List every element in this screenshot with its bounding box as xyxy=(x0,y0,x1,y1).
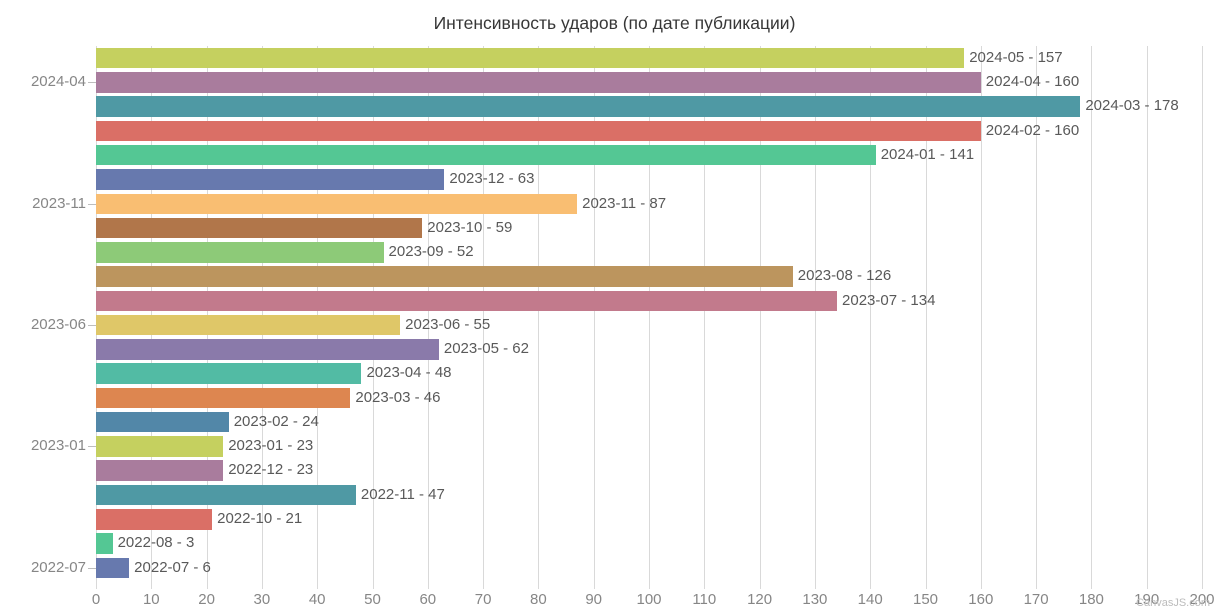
bar-2022-07[interactable] xyxy=(96,557,130,579)
y-axis-tick-label: 2022-07 xyxy=(30,558,86,576)
gridline-x-190 xyxy=(1146,46,1148,589)
bar-2023-03[interactable] xyxy=(96,387,351,409)
bar-value-label: 2022-10 - 21 xyxy=(217,510,303,527)
x-axis-tick-label: 60 xyxy=(419,591,437,608)
gridline-x-140 xyxy=(870,46,872,589)
bar-value-label: 2023-08 - 126 xyxy=(797,267,892,285)
y-axis-tick-mark xyxy=(88,82,96,84)
x-axis-tick-label: 40 xyxy=(308,591,326,608)
bar-value-label: 2023-07 - 134 xyxy=(842,291,936,309)
bar-value-label: 2023-09 - 52 xyxy=(388,243,474,261)
gridline-x-80 xyxy=(538,46,540,589)
x-axis-tick-label: 100 xyxy=(636,591,662,608)
x-axis-tick-label: 80 xyxy=(530,591,547,608)
bar-value-label: 2023-01 - 23 xyxy=(228,437,314,455)
gridline-x-60 xyxy=(427,46,429,589)
x-axis-tick-label: 50 xyxy=(364,591,381,608)
gridline-x-200 xyxy=(1202,46,1203,589)
bar-2024-04[interactable] xyxy=(96,72,981,93)
chart-title: Интенсивность ударов (по дате публикации… xyxy=(433,13,796,33)
bar-value-label: 2022-08 - 3 xyxy=(117,534,195,552)
x-axis-tick-label: 160 xyxy=(968,591,994,608)
bar-value-label: 2023-04 - 48 xyxy=(366,364,452,382)
y-axis-tick-mark xyxy=(88,567,96,569)
gridline-x-120 xyxy=(759,46,761,589)
x-axis-tick-label: 140 xyxy=(857,591,883,608)
bar-2022-12[interactable] xyxy=(96,460,224,481)
bar-value-label: 2023-06 - 55 xyxy=(405,315,491,333)
bar-value-label: 2023-12 - 63 xyxy=(449,170,535,188)
x-axis-tick-label: 170 xyxy=(1023,591,1049,608)
y-axis-tick-label: 2024-04 xyxy=(30,73,86,91)
bar-2023-06[interactable] xyxy=(96,314,401,336)
gridline-x-70 xyxy=(483,46,485,589)
gridline-x-130 xyxy=(814,46,816,589)
bar-2023-08[interactable] xyxy=(96,266,793,287)
bar-2023-07[interactable] xyxy=(96,290,838,312)
bar-2023-02[interactable] xyxy=(96,411,229,433)
y-axis-tick-label: 2023-11 xyxy=(32,194,86,212)
gridline-x-100 xyxy=(649,46,650,589)
bar-value-label: 2023-11 - 87 xyxy=(582,194,667,212)
x-axis-tick-label: 70 xyxy=(474,591,492,608)
bar-2024-01[interactable] xyxy=(96,144,876,166)
x-axis-tick-label: 190 xyxy=(1134,591,1160,608)
bar-2023-04[interactable] xyxy=(96,363,362,384)
bar-value-label: 2022-11 - 47 xyxy=(360,485,445,503)
bar-value-label: 2023-03 - 46 xyxy=(355,388,441,406)
y-axis-tick-mark xyxy=(88,203,96,205)
x-axis-tick-label: 130 xyxy=(802,591,828,608)
bar-value-label: 2023-05 - 62 xyxy=(443,340,529,358)
x-axis-tick-label: 200 xyxy=(1189,591,1215,608)
canvasjs-watermark[interactable]: CanvasJS.com xyxy=(1136,597,1210,609)
x-axis-tick-label: 20 xyxy=(198,591,215,608)
y-axis-tick-label: 2023-06 xyxy=(30,316,86,334)
x-axis-tick-label: 150 xyxy=(912,591,939,608)
x-axis-tick-label: 10 xyxy=(142,591,160,608)
bar-value-label: 2023-02 - 24 xyxy=(233,412,319,430)
bar-2024-05[interactable] xyxy=(96,47,965,69)
gridline-x-150 xyxy=(925,46,927,589)
x-axis-tick-label: 110 xyxy=(692,591,717,608)
x-axis-tick-label: 90 xyxy=(585,591,603,608)
bar-2023-09[interactable] xyxy=(96,242,384,263)
bar-value-label: 2024-01 - 141 xyxy=(880,145,975,163)
x-axis-tick-label: 30 xyxy=(253,591,271,608)
x-axis-tick-label: 0 xyxy=(91,591,101,608)
bar-value-label: 2023-10 - 59 xyxy=(427,218,513,236)
gridline-x-110 xyxy=(704,46,706,589)
bar-value-label: 2022-12 - 23 xyxy=(228,461,314,479)
x-axis-tick-label: 120 xyxy=(747,591,773,608)
gridline-x-170 xyxy=(1036,46,1038,589)
bar-2022-10[interactable] xyxy=(96,509,213,530)
bar-2023-10[interactable] xyxy=(96,217,423,239)
bar-2024-02[interactable] xyxy=(96,120,981,142)
bar-2024-03[interactable] xyxy=(96,96,1081,117)
bar-value-label: 2024-04 - 160 xyxy=(985,73,1080,91)
gridline-x-90 xyxy=(593,46,595,589)
gridline-x-180 xyxy=(1091,46,1093,589)
bar-value-label: 2024-05 - 157 xyxy=(969,48,1063,66)
bar-2023-11[interactable] xyxy=(96,193,578,214)
bar-2023-05[interactable] xyxy=(96,339,439,360)
bar-value-label: 2022-07 - 6 xyxy=(134,558,211,576)
bar-2023-01[interactable] xyxy=(96,436,224,457)
y-axis-tick-mark xyxy=(88,446,96,448)
gridline-x-160 xyxy=(980,46,982,589)
y-axis-tick-label: 2023-01 xyxy=(30,437,86,455)
bar-value-label: 2024-03 - 178 xyxy=(1085,97,1179,115)
bar-2023-12[interactable] xyxy=(96,169,445,190)
y-axis-tick-mark xyxy=(88,325,96,327)
bar-value-label: 2024-02 - 160 xyxy=(985,121,1080,139)
bar-2022-11[interactable] xyxy=(96,484,356,506)
x-axis-tick-label: 180 xyxy=(1078,591,1104,608)
bar-2022-08[interactable] xyxy=(96,533,113,554)
